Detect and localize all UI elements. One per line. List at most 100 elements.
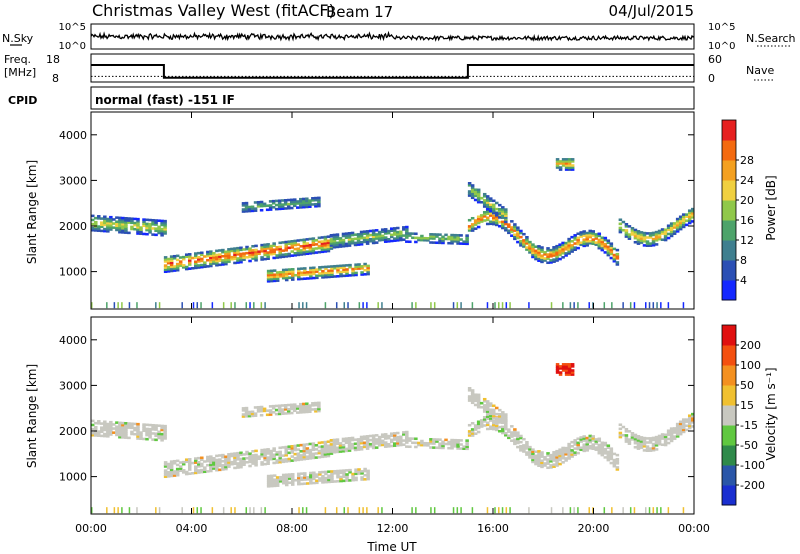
power-cell: [564, 166, 569, 169]
velocity-cell: [136, 422, 140, 426]
power-cell: [221, 250, 225, 254]
velocity-cell: [148, 429, 152, 433]
power-cell: [212, 260, 216, 263]
velocity-cell: [206, 459, 210, 463]
power-cell: [305, 246, 310, 249]
velocity-cell: [570, 455, 574, 458]
velocity-cell: [675, 433, 680, 436]
power-cell: [286, 202, 291, 206]
power-cell: [136, 230, 140, 233]
power-cell: [297, 267, 301, 271]
velocity-cell: [221, 455, 225, 459]
velocity-cell: [504, 417, 508, 420]
power-cell: [438, 233, 442, 236]
velocity-cell: [296, 458, 301, 462]
velocity-cell: [305, 410, 309, 414]
velocity-cell: [645, 507, 647, 514]
velocity-cell: [339, 469, 343, 473]
velocity-cell: [603, 456, 608, 459]
velocity-cell: [248, 458, 252, 462]
power-cell: [303, 267, 307, 270]
velocity-cell: [253, 414, 258, 417]
power-cell: [588, 302, 590, 309]
velocity-cell: [576, 447, 580, 451]
power-cell: [482, 199, 487, 202]
velocity-cell: [133, 426, 137, 430]
power-cell: [359, 243, 364, 246]
power-cell: [281, 276, 286, 280]
velocity-cell: [106, 433, 110, 436]
power-cell: [175, 254, 180, 258]
power-cell: [567, 160, 572, 163]
velocity-cell: [324, 476, 328, 480]
velocity-cell: [163, 435, 167, 438]
power-cell: [639, 239, 644, 242]
power-cell: [302, 246, 307, 250]
velocity-cell: [356, 440, 361, 443]
power-cell: [663, 230, 668, 234]
velocity-cell: [639, 446, 644, 449]
power-cell: [187, 261, 192, 264]
velocity-cell: [254, 461, 258, 465]
velocity-cell: [323, 453, 328, 456]
velocity-cell: [441, 444, 445, 448]
velocity-cell: [269, 453, 273, 457]
power-cell: [272, 250, 276, 254]
velocity-cell: [567, 446, 571, 450]
velocity-cell: [329, 447, 334, 450]
velocity-cell: [501, 507, 504, 514]
velocity-cell: [482, 397, 487, 401]
velocity-cell: [519, 449, 523, 452]
power-cell: [357, 267, 361, 270]
velocity-cell: [447, 440, 451, 444]
velocity-cell: [456, 445, 460, 448]
power-cell: [356, 235, 361, 238]
power-cell: [573, 248, 577, 251]
velocity-cell: [312, 473, 316, 477]
velocity-cell: [284, 475, 289, 479]
power-cell: [555, 166, 560, 169]
velocity-cell: [91, 431, 95, 435]
power-cell: [163, 226, 167, 229]
velocity-cell: [227, 455, 231, 458]
velocity-cell: [687, 422, 692, 426]
velocity-cell: [597, 437, 602, 441]
power-cell: [356, 239, 361, 242]
power-cell: [470, 188, 475, 191]
power-cell: [254, 256, 258, 260]
power-cell: [339, 264, 343, 268]
power-cell: [148, 224, 152, 228]
power-cell: [309, 266, 313, 270]
velocity-cell: [336, 480, 340, 483]
velocity-cell: [280, 412, 285, 415]
velocity-cell: [380, 443, 385, 447]
velocity-cell: [266, 458, 270, 461]
power-cell: [314, 243, 319, 246]
power-cell: [236, 261, 240, 264]
power-cell: [414, 236, 418, 240]
y-tick-label: 2000: [59, 425, 87, 438]
power-cell: [504, 212, 508, 215]
velocity-cell: [224, 457, 228, 461]
velocity-cell: [281, 458, 285, 462]
velocity-cell: [293, 448, 298, 452]
velocity-cell: [278, 456, 282, 460]
velocity-cell: [482, 399, 487, 403]
velocity-cell: [546, 466, 550, 470]
power-cell: [336, 264, 340, 268]
velocity-cell: [248, 460, 252, 464]
velocity-cell: [263, 458, 267, 462]
velocity-cell: [405, 432, 409, 436]
power-cell: [175, 262, 180, 266]
velocity-cell: [254, 459, 258, 463]
velocity-cell: [374, 440, 379, 443]
velocity-cell: [347, 447, 352, 450]
power-cell: [302, 238, 307, 242]
velocity-cell: [209, 463, 213, 467]
power-cell: [312, 270, 316, 274]
power-cell: [564, 245, 568, 249]
power-cell: [145, 226, 149, 230]
velocity-cell: [184, 460, 189, 464]
velocity-cell: [509, 507, 511, 514]
power-cell: [212, 256, 216, 259]
